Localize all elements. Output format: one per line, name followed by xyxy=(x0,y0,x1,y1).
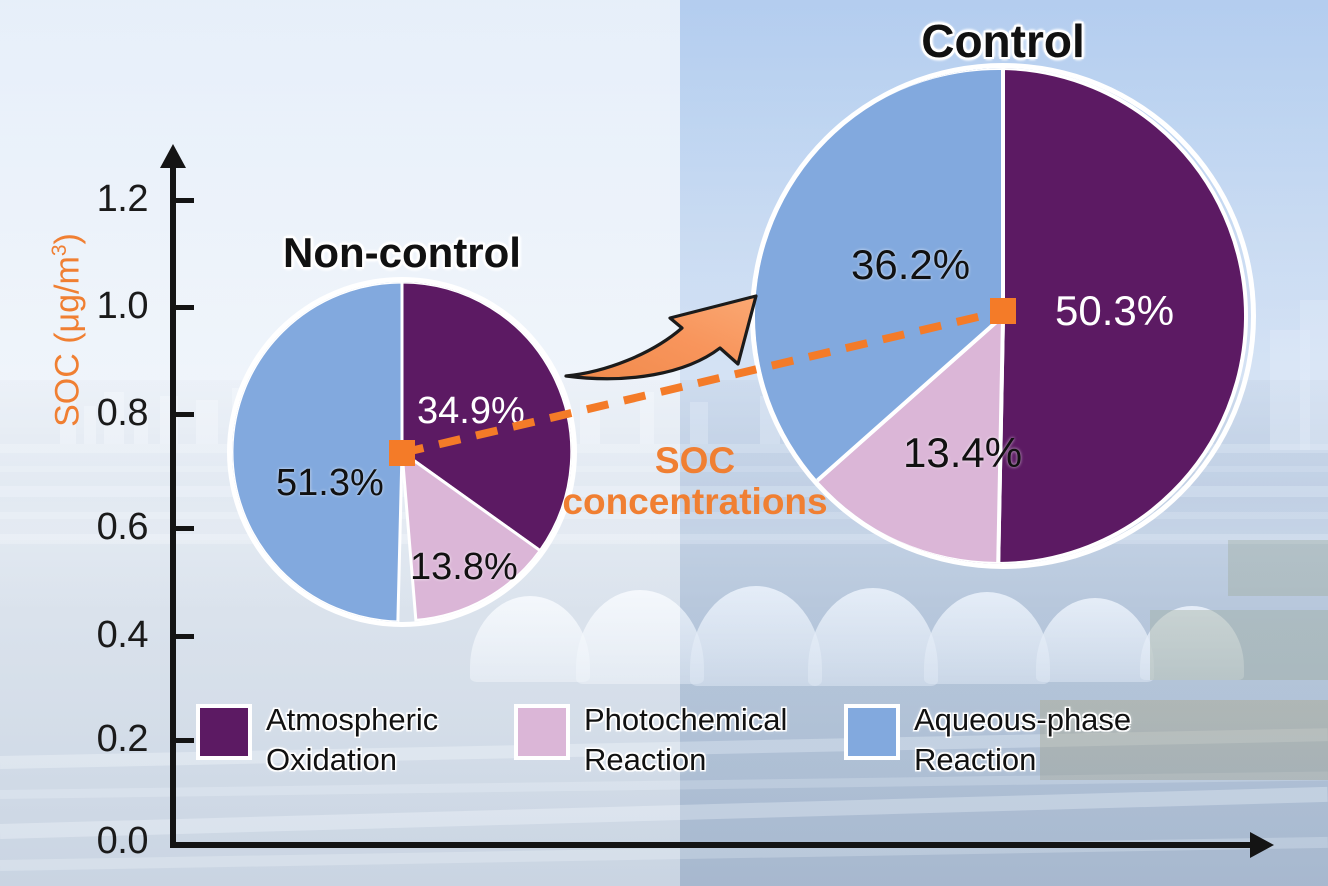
pie-noncontrol: Non-control 34.9% 51.3% 13.8% xyxy=(232,232,572,622)
y-axis-label-exponent: 3 xyxy=(48,244,72,257)
y-axis-arrowhead xyxy=(160,144,186,168)
legend-swatch-atmospheric-oxidation xyxy=(196,704,252,760)
y-tick xyxy=(176,738,194,743)
legend-swatch-aqueous-phase-reaction xyxy=(844,704,900,760)
y-tick-label-1-2: 1.2 xyxy=(96,178,149,220)
pie-noncontrol-title: Non-control xyxy=(283,229,521,276)
x-axis-arrowhead xyxy=(1250,832,1274,858)
y-tick xyxy=(176,412,194,417)
y-tick-label-0-4: 0.4 xyxy=(96,614,149,656)
slice-photochemical xyxy=(400,448,543,622)
y-tick-label-0-8: 0.8 xyxy=(96,392,149,434)
slice-aqueous xyxy=(232,282,404,622)
soc-annotation-line1: SOC xyxy=(654,440,736,481)
soc-concentrations-annotation: SOC concentrations xyxy=(545,440,845,523)
legend-label-atmospheric-oxidation: Atmospheric Oxidation xyxy=(266,702,439,777)
legend-item-photochemical-reaction[interactable]: Photochemical Reaction xyxy=(514,700,844,779)
pie-noncontrol-label-pink: 13.8% xyxy=(410,546,518,588)
pie-noncontrol-label-blue: 51.3% xyxy=(276,462,384,504)
arrow-shape xyxy=(564,294,758,381)
legend-swatch-photochemical-reaction xyxy=(514,704,570,760)
y-tick-label-0-6: 0.6 xyxy=(96,506,149,548)
pie-control-label-blue: 36.2% xyxy=(851,241,971,288)
legend-item-aqueous-phase-reaction[interactable]: Aqueous-phase Reaction xyxy=(844,700,1174,779)
legend-item-atmospheric-oxidation[interactable]: Atmospheric Oxidation xyxy=(196,700,514,779)
y-tick xyxy=(176,526,194,531)
x-axis-line xyxy=(170,842,1255,848)
soc-marker-control xyxy=(990,298,1016,324)
legend-label-aqueous-phase-reaction: Aqueous-phase Reaction xyxy=(914,702,1132,777)
soc-growth-arrow-icon xyxy=(564,294,758,381)
pie-control-label-pink: 13.4% xyxy=(903,429,1023,476)
y-axis-label: SOC (μg/m3) xyxy=(48,233,87,427)
y-tick xyxy=(176,634,194,639)
pie-control-title: Control xyxy=(921,15,1085,67)
y-axis-label-main: SOC (μg/m xyxy=(48,256,87,427)
y-tick-label-0-0: 0.0 xyxy=(96,820,149,862)
pie-noncontrol-label-purple: 34.9% xyxy=(417,390,525,432)
legend-label-photochemical-reaction: Photochemical Reaction xyxy=(584,702,788,777)
pie-control-label-purple: 50.3% xyxy=(1055,287,1175,334)
slice-atmospheric xyxy=(996,68,1248,564)
soc-marker-noncontrol xyxy=(389,440,415,466)
y-axis-label-container: SOC (μg/m3) xyxy=(38,200,98,460)
legend: Atmospheric Oxidation Photochemical Reac… xyxy=(196,700,1174,779)
y-tick xyxy=(176,198,194,203)
y-tick xyxy=(176,305,194,310)
y-tick-label-0-2: 0.2 xyxy=(96,718,149,760)
y-axis-line xyxy=(170,163,176,847)
y-axis-label-close: ) xyxy=(48,233,87,245)
soc-annotation-line2: concentrations xyxy=(562,481,828,523)
y-tick-label-1-0: 1.0 xyxy=(96,285,149,327)
